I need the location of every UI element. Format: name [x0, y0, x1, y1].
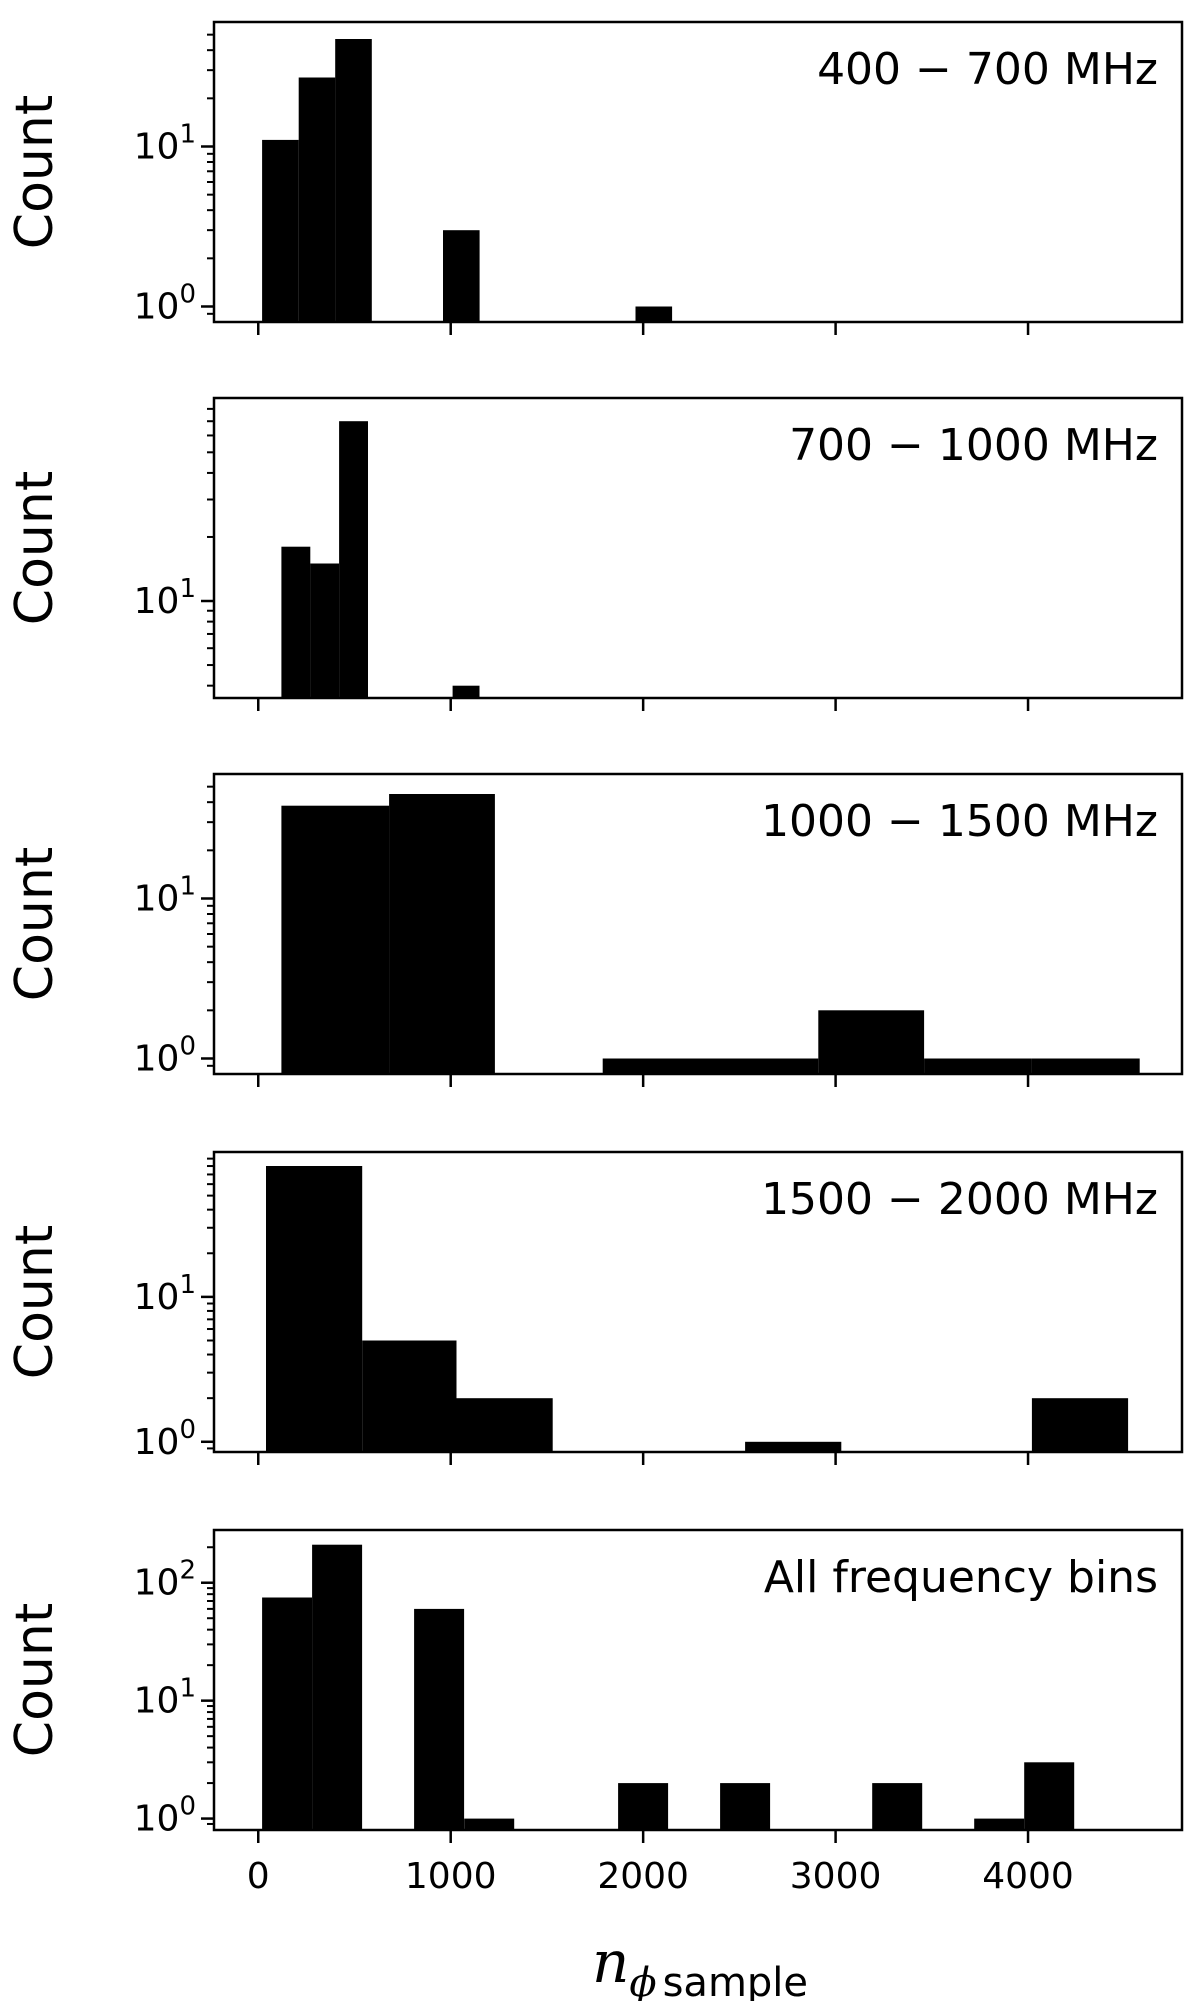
- x-axis-label-main: n: [592, 1928, 629, 1996]
- panel-annotation: 700 − 1000 MHz: [789, 420, 1158, 471]
- y-tick-label-exponent: 0: [179, 1792, 196, 1822]
- y-tick-label-base: 10: [134, 127, 180, 168]
- histogram-bar: [312, 1544, 363, 1830]
- y-tick-label-base: 10: [134, 879, 180, 920]
- y-axis-label: Count: [5, 1225, 65, 1379]
- y-tick-label-exponent: 2: [179, 1556, 196, 1586]
- x-tick-label: 0: [247, 1856, 270, 1897]
- y-tick-label: 101: [134, 120, 196, 168]
- y-tick-label: 100: [134, 1031, 196, 1079]
- histogram-bar: [310, 563, 340, 698]
- axes-frame: [212, 20, 1184, 324]
- y-axis-label: Count: [5, 847, 65, 1001]
- histogram-bar: [924, 1058, 1032, 1074]
- histogram-bar: [443, 230, 480, 322]
- x-tick-label: 1000: [405, 1856, 497, 1897]
- y-tick-label-exponent: 1: [179, 1270, 196, 1300]
- panel-annotation: 1000 − 1500 MHz: [761, 796, 1158, 847]
- histogram-bar: [339, 421, 368, 698]
- y-tick-label-base: 10: [134, 1422, 180, 1463]
- x-axis-label-sub-symbol: ϕ: [629, 1960, 656, 2001]
- y-tick-label: 101: [134, 872, 196, 920]
- histogram-bar: [720, 1783, 771, 1830]
- histogram-bar: [974, 1818, 1025, 1830]
- y-tick-label-exponent: 1: [179, 872, 196, 902]
- histogram-bar: [818, 1010, 925, 1074]
- panel-annotation: 1500 − 2000 MHz: [761, 1174, 1158, 1225]
- axes-frame: [212, 1528, 1184, 1832]
- y-tick-label: 100: [134, 1415, 196, 1463]
- y-axis-label: Count: [5, 1603, 65, 1757]
- x-axis-label: nϕ sample: [592, 1928, 808, 2001]
- histogram-bar: [635, 306, 673, 322]
- y-tick-label-exponent: 0: [179, 1415, 196, 1445]
- y-tick-label-exponent: 1: [179, 120, 196, 150]
- axes-frame: [212, 772, 1184, 1076]
- histogram-bar: [389, 794, 495, 1074]
- histogram-bar: [262, 1597, 313, 1830]
- histogram-bar: [1024, 1762, 1075, 1830]
- y-tick-label: 100: [134, 1792, 196, 1840]
- x-tick-label: 2000: [597, 1856, 689, 1897]
- y-axis-label: Count: [5, 95, 65, 249]
- y-tick-label-base: 10: [134, 1681, 180, 1722]
- histogram-bar: [1031, 1398, 1129, 1452]
- histogram-bar: [602, 1058, 711, 1074]
- y-tick-label-base: 10: [134, 1563, 180, 1604]
- histogram-bar: [452, 685, 480, 698]
- y-tick-label-base: 10: [134, 286, 180, 327]
- y-tick-label-base: 10: [134, 1038, 180, 1079]
- y-tick-label-exponent: 0: [179, 1031, 196, 1061]
- histogram-bar: [281, 546, 311, 698]
- histogram-bar: [745, 1441, 842, 1452]
- y-tick-label-base: 10: [134, 581, 180, 622]
- y-tick-label-exponent: 0: [179, 279, 196, 309]
- y-tick-label: 101: [134, 1674, 196, 1722]
- y-tick-label: 100: [134, 279, 196, 327]
- x-axis-label-sub-text: sample: [663, 1960, 808, 2001]
- y-tick-label: 101: [134, 574, 196, 622]
- histogram-bar: [298, 77, 336, 322]
- histogram-bar: [262, 139, 299, 322]
- histogram-bar: [710, 1058, 819, 1074]
- histogram-bar: [335, 39, 372, 322]
- panel-2: 101 700 − 1000 MHz Count: [5, 396, 1184, 711]
- histogram-bar: [872, 1783, 923, 1830]
- y-tick-label: 101: [134, 1270, 196, 1318]
- histogram-bar: [281, 805, 390, 1074]
- histogram-bar: [266, 1166, 363, 1452]
- histogram-bar: [362, 1340, 457, 1452]
- y-tick-label-exponent: 1: [179, 574, 196, 604]
- histogram-bar: [464, 1818, 515, 1830]
- y-tick-label-exponent: 1: [179, 1674, 196, 1704]
- panel-annotation: 400 − 700 MHz: [817, 44, 1158, 95]
- y-tick-label: 102: [134, 1556, 196, 1604]
- y-tick-label-base: 10: [134, 1277, 180, 1318]
- x-tick-label: 3000: [790, 1856, 882, 1897]
- axes-frame: [212, 1150, 1184, 1454]
- axes-frame: [212, 396, 1184, 700]
- panel-annotation: All frequency bins: [764, 1552, 1158, 1603]
- histogram-bar: [1031, 1058, 1140, 1074]
- histogram-bar: [618, 1783, 669, 1830]
- y-tick-label-base: 10: [134, 1799, 180, 1840]
- y-axis-label: Count: [5, 471, 65, 625]
- histogram-bar: [456, 1398, 553, 1452]
- x-tick-label: 4000: [982, 1856, 1074, 1897]
- histogram-bar: [414, 1608, 465, 1830]
